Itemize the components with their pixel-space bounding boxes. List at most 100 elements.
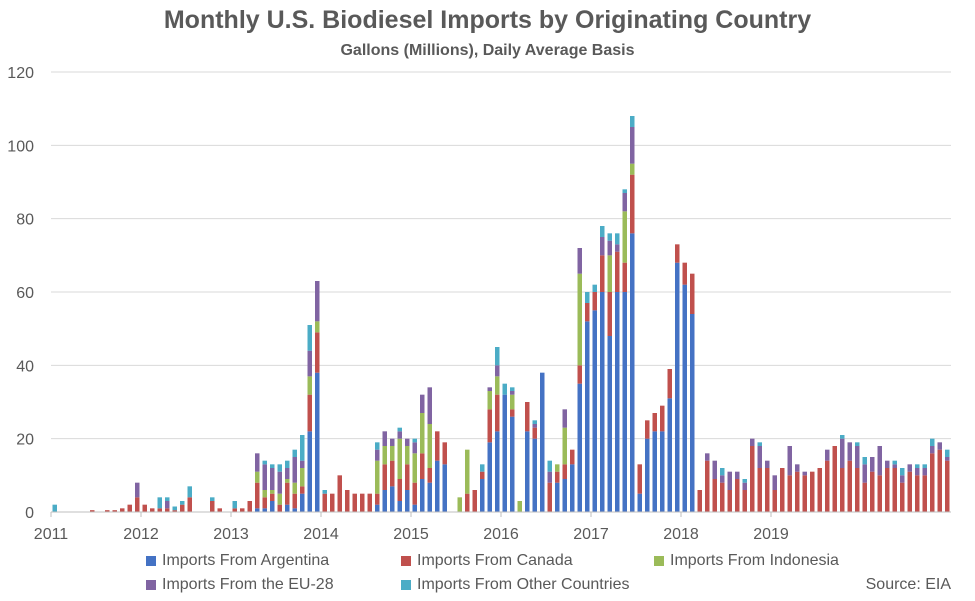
bar-segment	[742, 479, 747, 483]
bar-segment	[472, 490, 477, 512]
bar-segment	[480, 464, 485, 472]
bar-segment	[270, 493, 275, 501]
bar-segment	[247, 501, 252, 512]
bar-segment	[292, 493, 297, 509]
bar-segment	[600, 226, 605, 237]
bar-segment	[660, 405, 665, 432]
bar-segment	[615, 251, 620, 292]
chart-title: Monthly U.S. Biodiesel Imports by Origin…	[163, 6, 812, 34]
bar-segment	[877, 446, 882, 476]
x-tick-label: 2011	[34, 526, 69, 543]
bar-segment	[577, 248, 582, 274]
bar-segment	[495, 431, 500, 512]
legend-label: Imports From Indonesia	[670, 552, 839, 569]
bar-segment	[52, 504, 57, 512]
bar-segment	[420, 394, 425, 413]
y-tick-label: 80	[16, 212, 34, 229]
bar-segment	[270, 490, 275, 494]
bar-segment	[307, 325, 312, 351]
bar-segment	[765, 460, 770, 468]
bar-segment	[262, 508, 267, 512]
bar-segment	[780, 468, 785, 512]
bar-segment	[532, 420, 537, 424]
bar-segment	[262, 490, 267, 498]
bar-segment	[502, 394, 507, 512]
bar-segment	[270, 501, 275, 512]
bar-segment	[442, 442, 447, 465]
x-tick-label: 2018	[663, 526, 699, 543]
bar-segment	[120, 508, 125, 512]
bar-segment	[787, 446, 792, 476]
bar-segment	[510, 387, 515, 391]
bar-segment	[742, 490, 747, 512]
bar-segment	[720, 468, 725, 476]
bar-segment	[292, 449, 297, 457]
bar-segment	[277, 504, 282, 512]
bar-segment	[862, 457, 867, 465]
y-tick-label: 120	[7, 65, 34, 82]
bar-segment	[495, 347, 500, 366]
bar-segment	[622, 292, 627, 512]
bar-segment	[277, 471, 282, 494]
bar-segment	[922, 475, 927, 512]
bar-segment	[240, 508, 245, 512]
bar-segment	[825, 460, 830, 512]
bar-segment	[157, 497, 162, 509]
bar-segment	[510, 416, 515, 512]
bar-segment	[487, 409, 492, 443]
legend-label: Imports From Other Countries	[417, 576, 630, 593]
bar-segment	[540, 372, 545, 512]
x-axis: 2011 2012 2013 2014 2015 2016 2017 2018 2019	[34, 511, 951, 543]
bar-segment	[375, 460, 380, 494]
bar-segment	[637, 464, 642, 494]
bar-segment	[720, 482, 725, 512]
bar-segment	[412, 504, 417, 512]
bar-segment	[210, 497, 215, 501]
bar-segment	[742, 482, 747, 490]
bar-segment	[382, 490, 387, 512]
bar-segment	[847, 460, 852, 512]
bar-segment	[555, 471, 560, 483]
bar-segment	[397, 438, 402, 479]
bar-segment	[937, 449, 942, 512]
bar-segment	[172, 510, 177, 512]
x-tick-label: 2016	[483, 526, 519, 543]
bar-segment	[420, 453, 425, 479]
bar-segment	[712, 460, 717, 479]
bar-segment	[750, 438, 755, 446]
bar-segment	[825, 449, 830, 461]
bar-segment	[892, 468, 897, 512]
bar-segment	[577, 365, 582, 384]
bar-segment	[637, 493, 642, 512]
bar-segment	[337, 475, 342, 512]
bar-segment	[600, 237, 605, 256]
gridlines	[51, 71, 951, 440]
bar-segment	[502, 383, 507, 395]
bar-segment	[457, 497, 462, 512]
bar-segment	[495, 365, 500, 377]
bar-segment	[630, 116, 635, 127]
bar-segment	[487, 442, 492, 512]
legend-item-argentina: Imports From Argentina	[146, 552, 329, 570]
bar-segment	[555, 464, 560, 472]
bar-segment	[547, 482, 552, 512]
bar-segment	[285, 482, 290, 505]
bar-segment	[360, 493, 365, 512]
bar-segment	[705, 453, 710, 461]
bar-segment	[645, 438, 650, 512]
bar-segment	[622, 189, 627, 193]
bar-segment	[562, 427, 567, 465]
bar-segment	[165, 508, 170, 512]
bar-segment	[855, 442, 860, 446]
bar-segment	[802, 475, 807, 512]
bar-segment	[165, 497, 170, 501]
legend-swatch	[654, 556, 664, 566]
bar-segment	[300, 493, 305, 512]
bar-segment	[945, 449, 950, 457]
bar-segment	[255, 453, 260, 472]
bar-segment	[630, 233, 635, 512]
bar-segment	[382, 464, 387, 490]
bar-segment	[322, 490, 327, 494]
bar-segment	[937, 442, 942, 450]
bar-segment	[757, 446, 762, 468]
